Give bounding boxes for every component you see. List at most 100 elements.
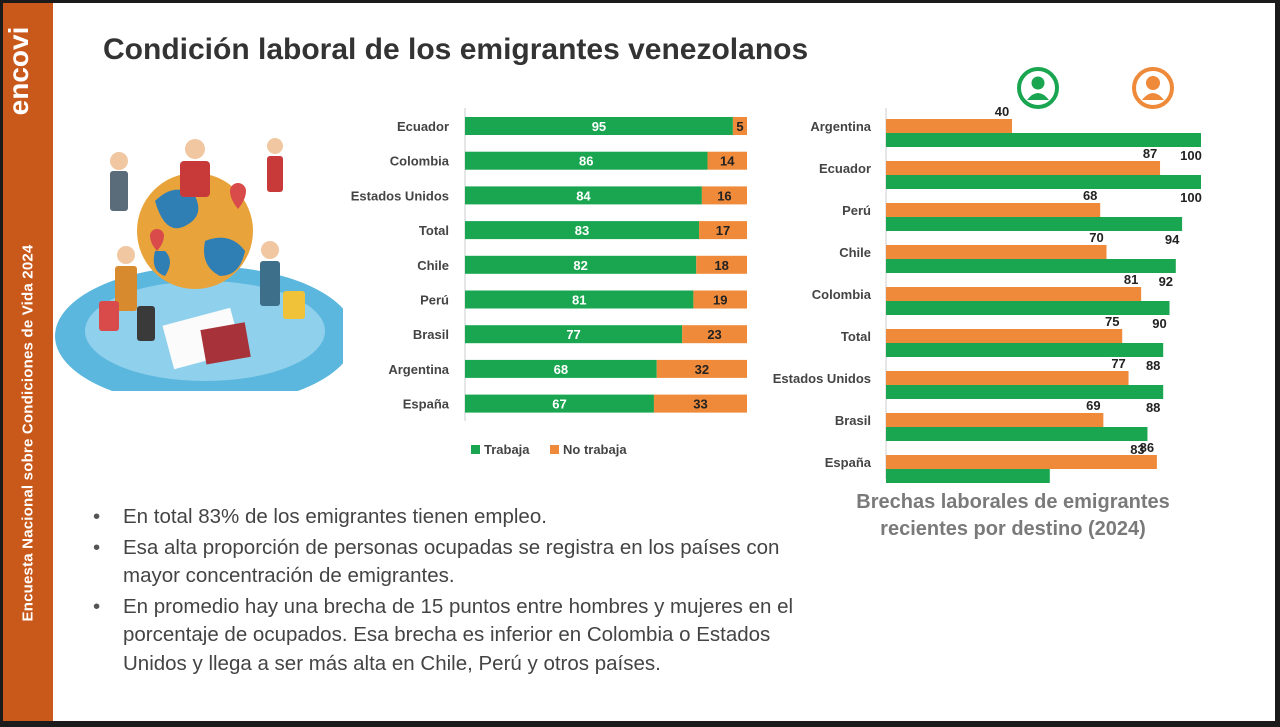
legend-label-trabaja: Trabaja bbox=[484, 442, 530, 457]
bar-estados-unidos-no-trabaja bbox=[701, 186, 747, 205]
survey-name: Encuesta Nacional sobre Condiciones de V… bbox=[19, 244, 37, 622]
chart1-rows: Ecuador 95 5 Colombia 86 14 Estados Unidos 84 16… bbox=[351, 108, 747, 421]
chart2-rows: Argentina 40 100 Ecuador 87 100 Perú 68 94 Chile 7… bbox=[773, 104, 1202, 483]
man-icon bbox=[1017, 67, 1059, 109]
category-label-brasil: Brasil bbox=[835, 413, 871, 428]
value-label-peru-woman-icon: 68 bbox=[1083, 188, 1097, 203]
bar-peru-man-icon bbox=[886, 217, 1183, 231]
bar-ecuador-man-icon bbox=[886, 175, 1201, 189]
legend-swatch-no-trabaja bbox=[550, 445, 559, 454]
gender-gap-chart: Argentina 40 100 Ecuador 87 100 Perú 68 94 Chile 7… bbox=[773, 67, 1202, 483]
category-label-espana: España bbox=[825, 455, 872, 470]
bar-espana-no-trabaja bbox=[653, 394, 747, 413]
value-label-espana-trabaja: 67 bbox=[552, 397, 566, 412]
category-label-colombia: Colombia bbox=[390, 154, 450, 169]
value-label-peru-no-trabaja: 19 bbox=[713, 293, 727, 308]
summary-bullets: En total 83% de los emigrantes tienen em… bbox=[93, 503, 813, 680]
category-label-ecuador: Ecuador bbox=[819, 161, 871, 176]
slide: encovi Encuesta Nacional sobre Condicion… bbox=[3, 3, 1275, 721]
bar-colombia-no-trabaja bbox=[707, 151, 747, 170]
value-label-chile-trabaja: 82 bbox=[573, 258, 587, 273]
value-label-brasil-trabaja: 77 bbox=[566, 327, 580, 342]
chart2-title: Brechas laborales de emigrantes reciente… bbox=[856, 491, 1170, 540]
bar-argentina-man-icon bbox=[886, 133, 1201, 147]
value-label-brasil-no-trabaja: 23 bbox=[707, 327, 721, 342]
bullet-item: En total 83% de los emigrantes tienen em… bbox=[93, 503, 813, 532]
category-label-argentina: Argentina bbox=[388, 362, 449, 377]
value-label-argentina-man-icon: 100 bbox=[1180, 148, 1202, 163]
category-label-peru: Perú bbox=[420, 293, 449, 308]
value-label-estados-unidos-no-trabaja: 16 bbox=[717, 188, 731, 203]
bar-ecuador-trabaja bbox=[465, 117, 733, 135]
bar-colombia-woman-icon bbox=[886, 287, 1142, 301]
bar-ecuador-no-trabaja bbox=[732, 117, 747, 135]
bar-chile-woman-icon bbox=[886, 245, 1107, 259]
chart1-legend: Trabaja No trabaja bbox=[471, 442, 627, 457]
bar-colombia-trabaja bbox=[465, 151, 708, 170]
bar-total-woman-icon bbox=[886, 329, 1123, 343]
category-label-chile: Chile bbox=[417, 258, 449, 273]
value-label-ecuador-trabaja: 95 bbox=[592, 119, 606, 134]
bar-estados-unidos-trabaja bbox=[465, 186, 702, 205]
value-label-ecuador-woman-icon: 87 bbox=[1143, 146, 1157, 161]
value-label-colombia-woman-icon: 81 bbox=[1124, 272, 1138, 287]
value-label-estados-unidos-trabaja: 84 bbox=[576, 188, 591, 203]
bar-brasil-trabaja bbox=[465, 325, 683, 344]
value-label-total-woman-icon: 75 bbox=[1105, 314, 1119, 329]
woman-icon bbox=[1132, 67, 1174, 109]
value-label-argentina-woman-icon: 40 bbox=[995, 104, 1009, 119]
bar-chile-man-icon bbox=[886, 259, 1176, 273]
value-label-total-man-icon: 88 bbox=[1146, 358, 1160, 373]
value-label-argentina-no-trabaja: 32 bbox=[695, 362, 709, 377]
bar-brasil-man-icon bbox=[886, 427, 1148, 441]
page-title: Condición laboral de los emigrantes vene… bbox=[103, 33, 809, 66]
bar-espana-man-icon bbox=[886, 469, 1050, 483]
category-label-total: Total bbox=[841, 329, 871, 344]
bar-estados-unidos-man-icon bbox=[886, 385, 1164, 399]
bar-chile-trabaja bbox=[465, 255, 697, 274]
bar-espana-woman-icon bbox=[886, 455, 1157, 469]
bar-estados-unidos-woman-icon bbox=[886, 371, 1129, 385]
category-label-estados-unidos: Estados Unidos bbox=[351, 188, 449, 203]
value-label-estados-unidos-woman-icon: 77 bbox=[1111, 356, 1125, 371]
value-label-colombia-man-icon: 90 bbox=[1152, 316, 1166, 331]
bullet-item: Esa alta proporción de personas ocupadas… bbox=[93, 534, 813, 591]
category-label-chile: Chile bbox=[839, 245, 871, 260]
value-label-ecuador-no-trabaja: 5 bbox=[736, 119, 743, 134]
bar-chile-no-trabaja bbox=[696, 255, 747, 274]
category-label-espana: España bbox=[403, 397, 450, 412]
value-label-espana-woman-icon: 86 bbox=[1140, 440, 1154, 455]
bar-ecuador-woman-icon bbox=[886, 161, 1161, 175]
bar-total-no-trabaja bbox=[699, 221, 747, 240]
category-label-estados-unidos: Estados Unidos bbox=[773, 371, 871, 386]
bar-argentina-no-trabaja bbox=[656, 359, 747, 378]
value-label-peru-trabaja: 81 bbox=[572, 293, 586, 308]
value-label-chile-man-icon: 92 bbox=[1159, 274, 1173, 289]
bar-argentina-trabaja bbox=[465, 359, 657, 378]
value-label-total-trabaja: 83 bbox=[575, 223, 589, 238]
value-label-chile-woman-icon: 70 bbox=[1089, 230, 1103, 245]
bar-peru-trabaja bbox=[465, 290, 694, 309]
encovi-logo: encovi bbox=[5, 27, 34, 116]
bar-argentina-woman-icon bbox=[886, 119, 1012, 133]
value-label-chile-no-trabaja: 18 bbox=[714, 258, 728, 273]
value-label-brasil-man-icon: 83 bbox=[1130, 442, 1144, 457]
value-label-peru-man-icon: 94 bbox=[1165, 232, 1180, 247]
value-label-colombia-trabaja: 86 bbox=[579, 154, 593, 169]
value-label-total-no-trabaja: 17 bbox=[716, 223, 730, 238]
employment-status-chart: Ecuador 95 5 Colombia 86 14 Estados Unidos 84 16… bbox=[351, 108, 747, 457]
category-label-ecuador: Ecuador bbox=[397, 119, 449, 134]
legend-label-no-trabaja: No trabaja bbox=[563, 442, 627, 457]
category-label-brasil: Brasil bbox=[413, 327, 449, 342]
value-label-colombia-no-trabaja: 14 bbox=[720, 154, 735, 169]
category-label-colombia: Colombia bbox=[812, 287, 872, 302]
value-label-brasil-woman-icon: 69 bbox=[1086, 398, 1100, 413]
category-label-peru: Perú bbox=[842, 203, 871, 218]
bar-peru-no-trabaja bbox=[693, 290, 747, 309]
bullet-item: En promedio hay una brecha de 15 puntos … bbox=[93, 593, 813, 679]
bar-brasil-no-trabaja bbox=[682, 325, 747, 344]
bar-total-man-icon bbox=[886, 343, 1164, 357]
emigrants-globe-illustration bbox=[55, 101, 343, 391]
value-label-ecuador-man-icon: 100 bbox=[1180, 190, 1202, 205]
